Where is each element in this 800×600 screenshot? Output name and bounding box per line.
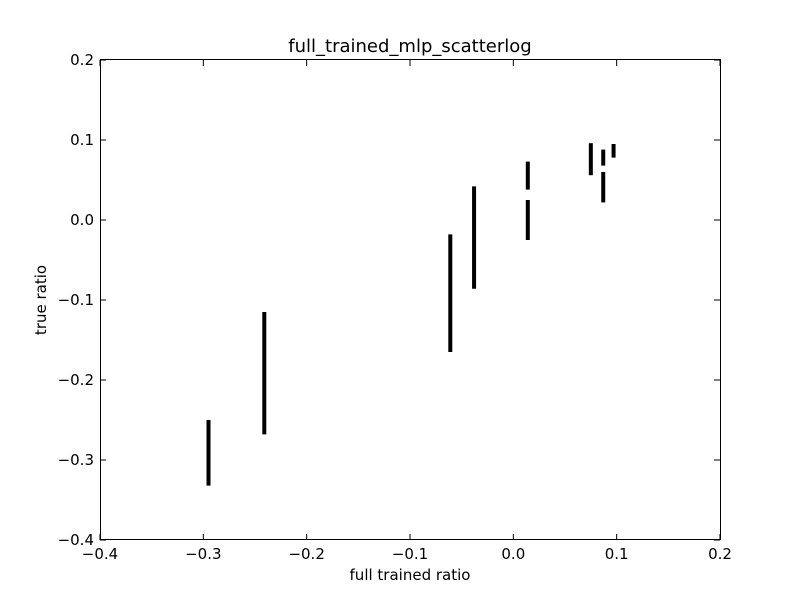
plot-frame bbox=[100, 59, 721, 540]
axis-ticks: −0.4 −0.3 −0.2 −0.1 0.0 0.1 0.2 −0.4 −0.3 −0.2 −0.… bbox=[58, 51, 732, 563]
x-tick-label: −0.2 bbox=[288, 545, 324, 563]
chart-title: full_trained_mlp_scatterlog bbox=[288, 36, 531, 57]
x-tick-label: −0.4 bbox=[82, 545, 118, 563]
x-tick-label: 0.2 bbox=[708, 545, 732, 563]
y-axis-label: true ratio bbox=[32, 265, 50, 335]
x-tick-label: 0.0 bbox=[501, 545, 525, 563]
x-axis-label: full trained ratio bbox=[350, 566, 471, 584]
x-tick-label: −0.1 bbox=[392, 545, 428, 563]
data-marks bbox=[206, 143, 616, 486]
y-tick-label: −0.3 bbox=[58, 451, 94, 469]
x-tick-label: −0.3 bbox=[185, 545, 221, 563]
y-tick-label: 0.2 bbox=[70, 51, 94, 69]
y-tick-label: −0.4 bbox=[58, 531, 94, 549]
x-tick-label: 0.1 bbox=[605, 545, 629, 563]
y-tick-label: −0.1 bbox=[58, 291, 94, 309]
y-tick-label: −0.2 bbox=[58, 371, 94, 389]
y-tick-label: 0.1 bbox=[70, 131, 94, 149]
y-tick-label: 0.0 bbox=[70, 211, 94, 229]
